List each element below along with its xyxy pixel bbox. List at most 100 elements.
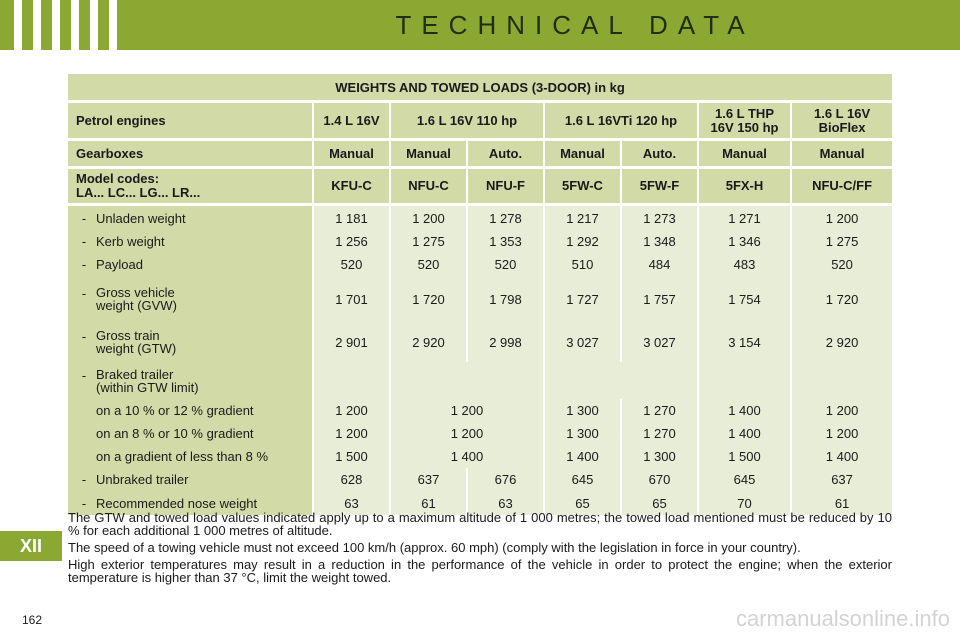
engines-label: Petrol engines — [68, 103, 312, 138]
table-row: - Gross train weight (GTW) 2 901 2 920 2 9… — [68, 322, 893, 362]
model-code-cell: NFU-C/FF — [790, 169, 893, 203]
row-label: on a gradient of less than 8 % — [68, 445, 312, 468]
value-cell: 1 273 — [620, 206, 697, 230]
value-cell: 1 200 — [790, 206, 893, 230]
value-cell: 1 300 — [543, 422, 620, 445]
value-cell: 628 — [312, 468, 389, 491]
row-label: on an 8 % or 10 % gradient — [68, 422, 312, 445]
table-row: - Gross vehicle weight (GVW) 1 701 1 720 1… — [68, 276, 893, 322]
table-title: WEIGHTS AND TOWED LOADS (3-DOOR) in kg — [68, 74, 893, 100]
value-cell: 637 — [389, 468, 466, 491]
value-cell: 1 270 — [620, 399, 697, 422]
watermark: carmanualsonline.info — [735, 606, 950, 631]
row-label: - Gross train weight (GTW) — [68, 322, 312, 362]
value-cell: 1 346 — [697, 230, 790, 253]
value-cell: 1 278 — [466, 206, 543, 230]
value-cell: 65 — [620, 491, 697, 515]
value-cell: 65 — [543, 491, 620, 515]
row-label: - Kerb weight — [68, 230, 312, 253]
value-cell: 1 798 — [466, 276, 543, 322]
value-cell: 1 200 — [312, 422, 389, 445]
engine-cell: 1.6 L 16V 110 hp — [389, 103, 543, 138]
header-stripe — [33, 0, 41, 50]
value-cell — [389, 362, 543, 399]
value-cell: 1 292 — [543, 230, 620, 253]
table-row: - Kerb weight 1 256 1 275 1 353 1 292 1 3… — [68, 230, 893, 253]
table-row: on a gradient of less than 8 % 1 500 1 4… — [68, 445, 893, 468]
value-cell: 70 — [697, 491, 790, 515]
engine-cell: 1.6 L THP 16V 150 hp — [697, 103, 790, 138]
value-cell: 1 727 — [543, 276, 620, 322]
note-temperature: High exterior temperatures may result in… — [68, 557, 892, 585]
row-label: - Payload — [68, 253, 312, 276]
value-cell: 1 400 — [543, 445, 620, 468]
value-cell — [312, 362, 389, 399]
value-cell: 1 270 — [620, 422, 697, 445]
header-stripe — [52, 0, 60, 50]
value-cell: 2 901 — [312, 322, 389, 362]
value-cell: 1 500 — [697, 445, 790, 468]
value-cell: 1 200 — [790, 399, 893, 422]
value-cell: 61 — [389, 491, 466, 515]
value-cell: 1 353 — [466, 230, 543, 253]
value-cell: 2 998 — [466, 322, 543, 362]
value-cell: 1 181 — [312, 206, 389, 230]
engine-cell: 1.6 L 16V BioFlex — [790, 103, 893, 138]
value-cell: 1 200 — [790, 422, 893, 445]
gearbox-cell: Manual — [790, 141, 893, 166]
model-code-cell: NFU-F — [466, 169, 543, 203]
note-altitude: The GTW and towed load values indicated … — [68, 510, 892, 538]
row-label: - Unbraked trailer — [68, 468, 312, 491]
value-cell: 520 — [312, 253, 389, 276]
value-cell: 1 200 — [312, 399, 389, 422]
value-cell: 645 — [543, 468, 620, 491]
model-code-cell: NFU-C — [389, 169, 466, 203]
value-cell — [543, 362, 697, 399]
model-code-cell: 5FX-H — [697, 169, 790, 203]
table-row: - Unladen weight 1 181 1 200 1 278 1 217 … — [68, 206, 893, 230]
value-cell: 1 256 — [312, 230, 389, 253]
value-cell: 520 — [389, 253, 466, 276]
value-cell: 1 400 — [697, 399, 790, 422]
header-stripe — [14, 0, 22, 50]
value-cell: 1 400 — [389, 445, 543, 468]
weights-table: WEIGHTS AND TOWED LOADS (3-DOOR) in kg P… — [68, 74, 893, 515]
value-cell: 645 — [697, 468, 790, 491]
value-cell: 3 027 — [543, 322, 620, 362]
value-cell — [697, 362, 790, 399]
header-stripe — [90, 0, 98, 50]
row-label: on a 10 % or 12 % gradient — [68, 399, 312, 422]
table-row: - Payload 520 520 520 510 484 483 520 — [68, 253, 893, 276]
value-cell: 63 — [312, 491, 389, 515]
gearbox-cell: Manual — [389, 141, 466, 166]
row-label: - Recommended nose weight — [68, 491, 312, 515]
table-row: - Braked trailer (within GTW limit) — [68, 362, 893, 399]
value-cell: 1 500 — [312, 445, 389, 468]
value-cell: 61 — [790, 491, 893, 515]
row-label: - Braked trailer (within GTW limit) — [68, 362, 312, 399]
table-row: on a 10 % or 12 % gradient 1 200 1 200 1… — [68, 399, 893, 422]
value-cell: 2 920 — [389, 322, 466, 362]
value-cell: 483 — [697, 253, 790, 276]
table-row: on an 8 % or 10 % gradient 1 200 1 200 1… — [68, 422, 893, 445]
value-cell: 484 — [620, 253, 697, 276]
table-row: - Unbraked trailer 628 637 676 645 670 64… — [68, 468, 893, 491]
value-cell: 520 — [466, 253, 543, 276]
section-tab: XII — [0, 531, 62, 561]
value-cell: 520 — [790, 253, 893, 276]
model-codes-title: Model codes: — [76, 171, 160, 186]
value-cell: 1 348 — [620, 230, 697, 253]
value-cell: 63 — [466, 491, 543, 515]
value-cell: 1 200 — [389, 399, 543, 422]
value-cell: 1 200 — [389, 206, 466, 230]
value-cell: 1 720 — [790, 276, 893, 322]
gearbox-cell: Manual — [312, 141, 389, 166]
note-speed: The speed of a towing vehicle must not e… — [68, 540, 801, 555]
gearbox-cell: Auto. — [620, 141, 697, 166]
row-label: - Gross vehicle weight (GVW) — [68, 276, 312, 322]
value-cell: 637 — [790, 468, 893, 491]
value-cell: 1 701 — [312, 276, 389, 322]
model-code-cell: 5FW-F — [620, 169, 697, 203]
value-cell: 1 271 — [697, 206, 790, 230]
value-cell — [790, 362, 893, 399]
